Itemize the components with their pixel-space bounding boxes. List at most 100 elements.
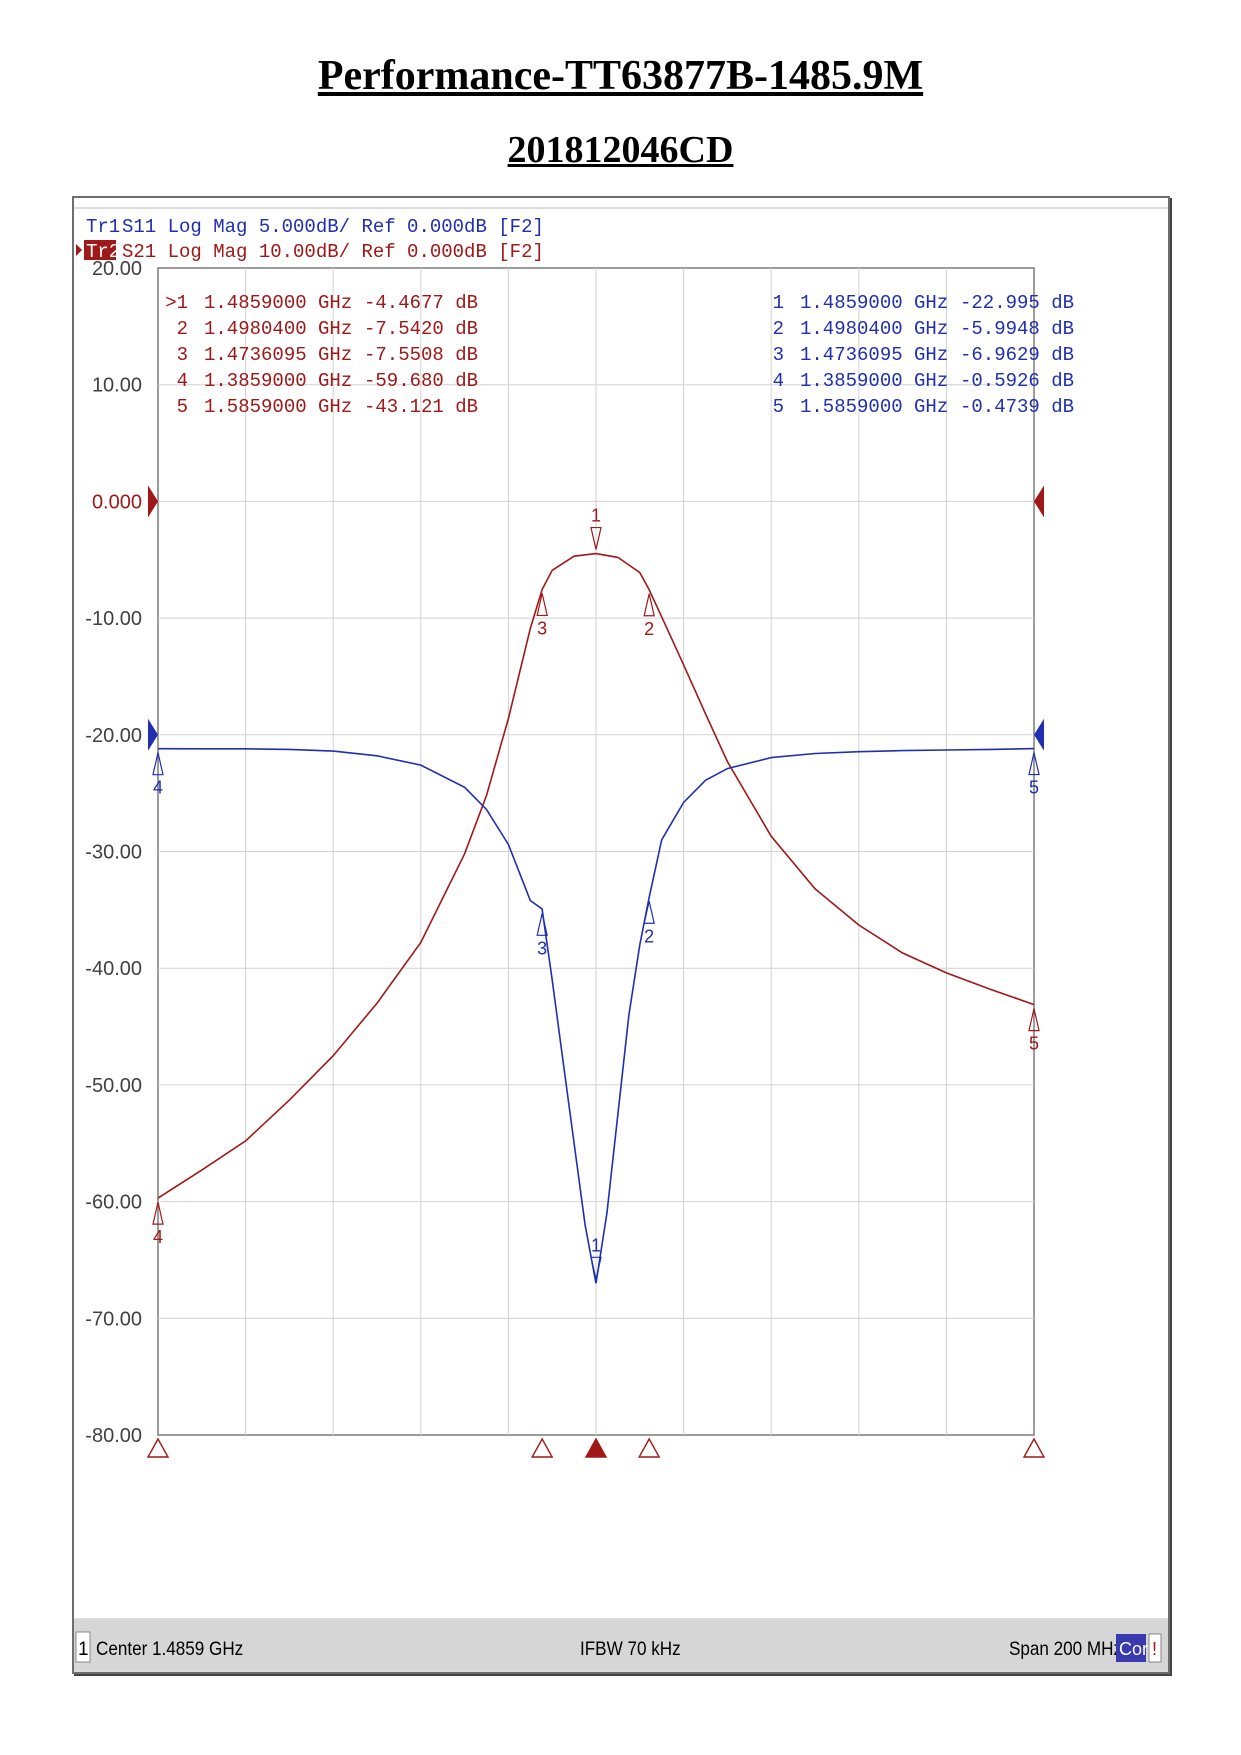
y-tick-label: -70.00 <box>85 1308 142 1330</box>
marker-3-s21-icon[interactable] <box>536 593 548 617</box>
s11-marker-row-num: 4 <box>773 370 784 392</box>
y-tick-label: -30.00 <box>85 842 142 864</box>
ifbw-label[interactable]: IFBW 70 kHz <box>580 1638 681 1659</box>
marker-3-s21-label: 3 <box>537 618 547 638</box>
center-frequency[interactable]: Center 1.4859 GHz <box>96 1638 243 1659</box>
document-subtitle: 201812046CD <box>507 129 734 171</box>
s11-marker-row-num: 2 <box>773 318 784 340</box>
channel-number[interactable]: 1 <box>78 1639 89 1660</box>
y-tick-label: -80.00 <box>85 1425 142 1447</box>
warning-icon: ! <box>1152 1639 1157 1659</box>
y-tick-label: -50.00 <box>85 1075 142 1097</box>
marker-2-s21-icon[interactable] <box>643 593 655 617</box>
s11-marker-row-freq: 1.4980400 GHz <box>800 318 948 340</box>
s21-marker-row-value: -4.4677 dB <box>364 292 478 314</box>
s21-marker-row-num: >1 <box>165 292 188 314</box>
active-trace-arrow-icon <box>76 244 82 256</box>
s21-marker-row-freq: 1.5859000 GHz <box>204 396 352 418</box>
s11-ref-right-icon <box>1034 718 1044 751</box>
status-bar-bg <box>74 1620 1168 1670</box>
marker-1-s21-icon[interactable] <box>590 526 602 550</box>
correction-badge <box>1116 1634 1146 1662</box>
s21-marker-row-num: 4 <box>177 370 188 392</box>
tr2-description: S21 Log Mag 10.00dB/ Ref 0.000dB [F2] <box>122 241 544 263</box>
y-tick-label: 0.000 <box>92 491 142 513</box>
s11-marker-row-freq: 1.4859000 GHz <box>800 292 948 314</box>
marker-1-s11-icon[interactable] <box>590 1256 602 1280</box>
status-bar: 1 Center 1.4859 GHz IFBW 70 kHz Span 200… <box>74 1620 1168 1670</box>
s11-marker-row-freq: 1.3859000 GHz <box>800 370 948 392</box>
y-tick-label: -20.00 <box>85 725 142 747</box>
analyzer-screen: Tr1 S11 Log Mag 5.000dB/ Ref 0.000dB [F2… <box>72 196 1170 1674</box>
marker-2-s21-label: 2 <box>644 619 654 639</box>
y-tick-labels: 20.00 10.00 0.000 -10.00 -20.00 -30.00 -40.00 -… <box>85 258 142 1447</box>
warning-box <box>1148 1633 1162 1663</box>
trace-s11 <box>157 747 1035 1284</box>
s11-marker-row-num: 1 <box>773 292 784 314</box>
reference-indicators <box>148 485 1044 751</box>
s11-marker-row-value: -22.995 dB <box>960 292 1074 314</box>
marker-5-s11-label: 5 <box>1029 778 1039 798</box>
marker-4-s11-label: 4 <box>153 778 163 798</box>
s21-marker-row-num: 3 <box>177 344 188 366</box>
marker-3-s11-icon[interactable] <box>536 913 548 936</box>
s21-marker-row-freq: 1.4980400 GHz <box>204 318 352 340</box>
s21-ref-right-icon <box>1034 485 1044 518</box>
stimulus-marker-1-icon[interactable] <box>584 1437 608 1458</box>
marker-1-s11-label: 1 <box>591 1235 601 1255</box>
correction-label[interactable]: Cor <box>1119 1639 1148 1659</box>
marker-5-s11-icon[interactable] <box>1028 752 1040 776</box>
tr1-label[interactable]: Tr1 <box>86 216 120 238</box>
marker-table-s21: >1 1.4859000 GHz -4.4677 dB2 1.4980400 GHz -… <box>165 292 478 418</box>
s21-marker-row-num: 2 <box>177 318 188 340</box>
s11-marker-row-value: -6.9629 dB <box>960 344 1074 366</box>
s21-marker-row-value: -59.680 dB <box>364 370 478 392</box>
s11-marker-row-freq: 1.4736095 GHz <box>800 344 948 366</box>
marker-5-s21-icon[interactable] <box>1028 1008 1040 1032</box>
traces <box>157 552 1035 1284</box>
s21-marker-row-value: -43.121 dB <box>364 396 478 418</box>
document-title: Performance-TT63877B-1485.9M <box>317 53 924 99</box>
tr1-description: S11 Log Mag 5.000dB/ Ref 0.000dB [F2] <box>122 216 544 238</box>
marker-4-s11-icon[interactable] <box>152 752 164 776</box>
y-tick-label: -40.00 <box>85 958 142 980</box>
s11-ref-left-icon <box>148 718 158 751</box>
marker-glyphs: 1 2 3 4 5 1 2 3 4 5 <box>152 506 1040 1280</box>
vna-chart: Tr1 S11 Log Mag 5.000dB/ Ref 0.000dB [F2… <box>74 198 1168 1672</box>
s21-marker-row-num: 5 <box>177 396 188 418</box>
tr2-label-bg <box>84 240 116 260</box>
stimulus-markers <box>146 1437 1046 1458</box>
s11-marker-row-value: -0.4739 dB <box>960 396 1074 418</box>
tr2-label[interactable]: Tr2 <box>86 241 120 263</box>
s11-marker-row-value: -0.5926 dB <box>960 370 1074 392</box>
stimulus-marker-3-icon[interactable] <box>530 1437 554 1458</box>
s21-marker-row-freq: 1.3859000 GHz <box>204 370 352 392</box>
trace-s21 <box>157 552 1035 1199</box>
y-tick-label: 10.00 <box>92 375 142 397</box>
s21-marker-row-value: -7.5420 dB <box>364 318 478 340</box>
marker-1-s21-label: 1 <box>591 506 601 526</box>
y-tick-label: 20.00 <box>92 258 142 280</box>
s11-marker-row-value: -5.9948 dB <box>960 318 1074 340</box>
channel-box <box>75 1631 91 1663</box>
stimulus-marker-4-icon[interactable] <box>146 1437 170 1458</box>
marker-table-s11: 1 1.4859000 GHz -22.995 dB 2 1.4980400 GHz -5… <box>773 292 1074 418</box>
stimulus-marker-5-icon[interactable] <box>1022 1437 1046 1458</box>
s21-marker-row-value: -7.5508 dB <box>364 344 478 366</box>
span-label[interactable]: Span 200 MHz <box>1009 1638 1122 1659</box>
marker-2-s11-label: 2 <box>644 926 654 946</box>
marker-4-s21-label: 4 <box>153 1227 163 1247</box>
s21-ref-left-icon <box>148 485 158 518</box>
marker-4-s21-icon[interactable] <box>152 1201 164 1225</box>
s11-marker-row-num: 3 <box>773 344 784 366</box>
trace-header: Tr1 S11 Log Mag 5.000dB/ Ref 0.000dB [F2… <box>76 216 544 263</box>
grid <box>157 267 1035 1436</box>
s11-marker-row-num: 5 <box>773 396 784 418</box>
s11-marker-row-freq: 1.5859000 GHz <box>800 396 948 418</box>
s21-marker-row-freq: 1.4736095 GHz <box>204 344 352 366</box>
s21-marker-row-freq: 1.4859000 GHz <box>204 292 352 314</box>
y-tick-label: -60.00 <box>85 1192 142 1214</box>
marker-2-s11-icon[interactable] <box>643 901 655 924</box>
stimulus-marker-2-icon[interactable] <box>637 1437 661 1458</box>
marker-3-s11-label: 3 <box>537 938 547 958</box>
